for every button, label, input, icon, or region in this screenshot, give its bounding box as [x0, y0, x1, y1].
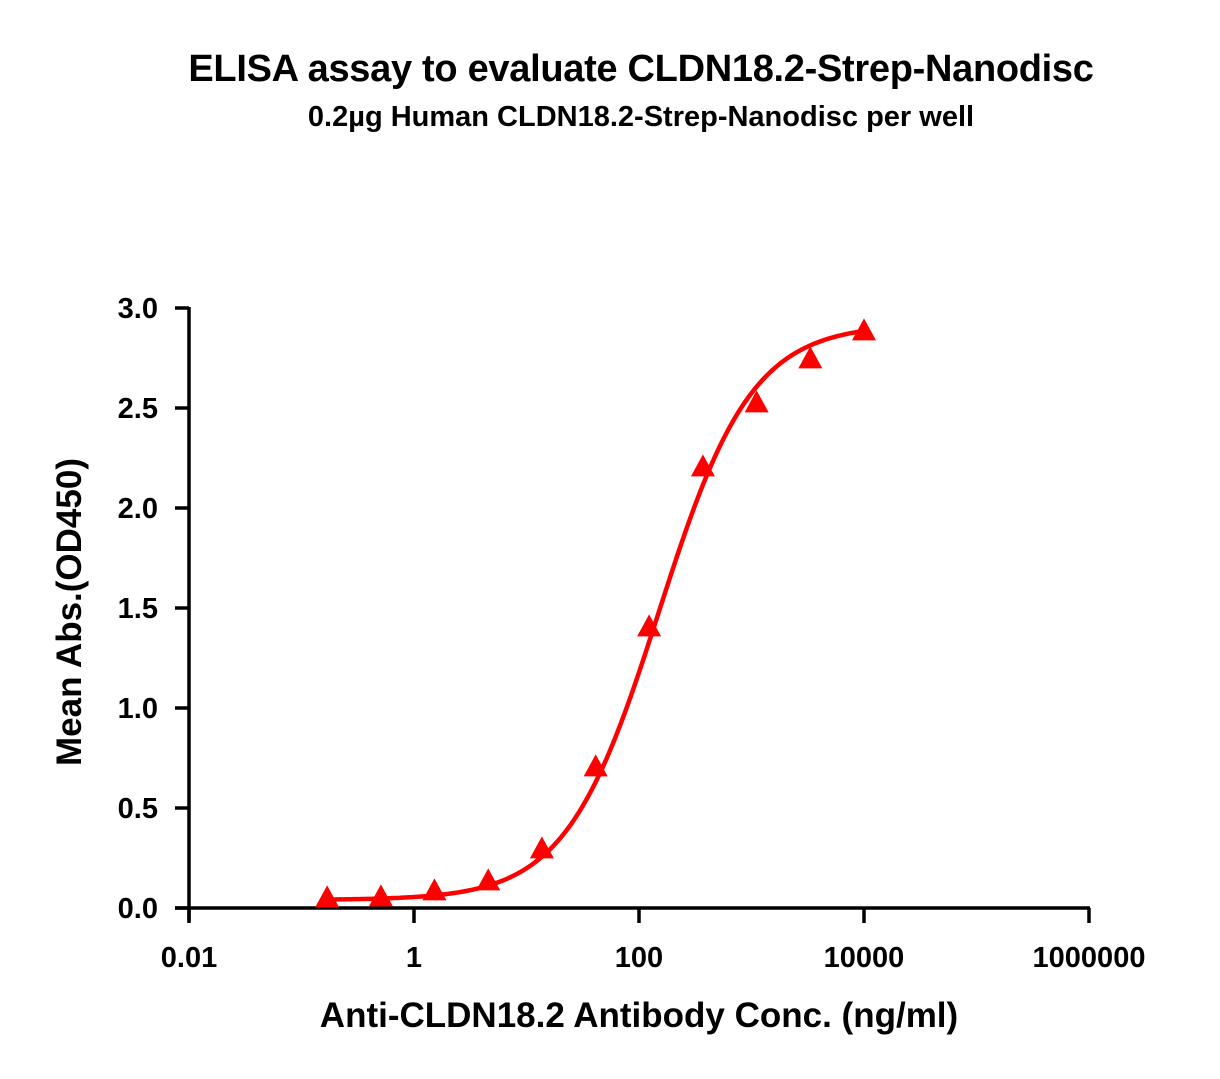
tick-labels: 0.0 0.5 1.0 1.5 2.0 2.5 3.0 0.01 1 100 10000 100000… [118, 293, 1146, 974]
triangle-marker [315, 885, 340, 908]
axes [175, 306, 1091, 923]
y-tick-label: 2.0 [118, 493, 158, 525]
chart-title: ELISA assay to evaluate CLDN18.2-Strep-N… [188, 48, 1094, 90]
x-tick-label: 10000 [824, 942, 905, 974]
y-axis-title: Mean Abs.(OD450) [50, 458, 89, 766]
x-tick-label: 1000000 [1033, 942, 1146, 974]
triangle-marker [744, 390, 769, 413]
triangle-marker [368, 884, 393, 907]
y-tick-label: 1.5 [118, 593, 158, 625]
chart-subtitle: 0.2µg Human CLDN18.2-Strep-Nanodisc per … [307, 101, 975, 133]
y-tick-label: 0.5 [118, 793, 158, 825]
triangle-marker [529, 836, 554, 859]
triangle-marker [476, 868, 501, 891]
triangle-marker [690, 454, 715, 477]
triangle-marker [798, 346, 823, 369]
fit-curve [324, 328, 867, 902]
y-tick-label: 2.5 [118, 393, 158, 425]
y-tick-label: 3.0 [118, 293, 158, 325]
triangle-marker [852, 318, 876, 341]
x-tick-label: 1 [406, 942, 422, 974]
y-tick-label: 1.0 [118, 693, 158, 725]
y-tick-label: 0.0 [118, 893, 158, 925]
triangle-marker [583, 754, 608, 777]
triangle-marker [637, 614, 662, 637]
x-tick-label: 100 [615, 942, 663, 974]
x-tick-label: 0.01 [161, 942, 217, 974]
x-axis-title: Anti-CLDN18.2 Antibody Conc. (ng/ml) [320, 996, 958, 1035]
triangle-marker [422, 878, 447, 901]
data-markers [315, 318, 876, 908]
